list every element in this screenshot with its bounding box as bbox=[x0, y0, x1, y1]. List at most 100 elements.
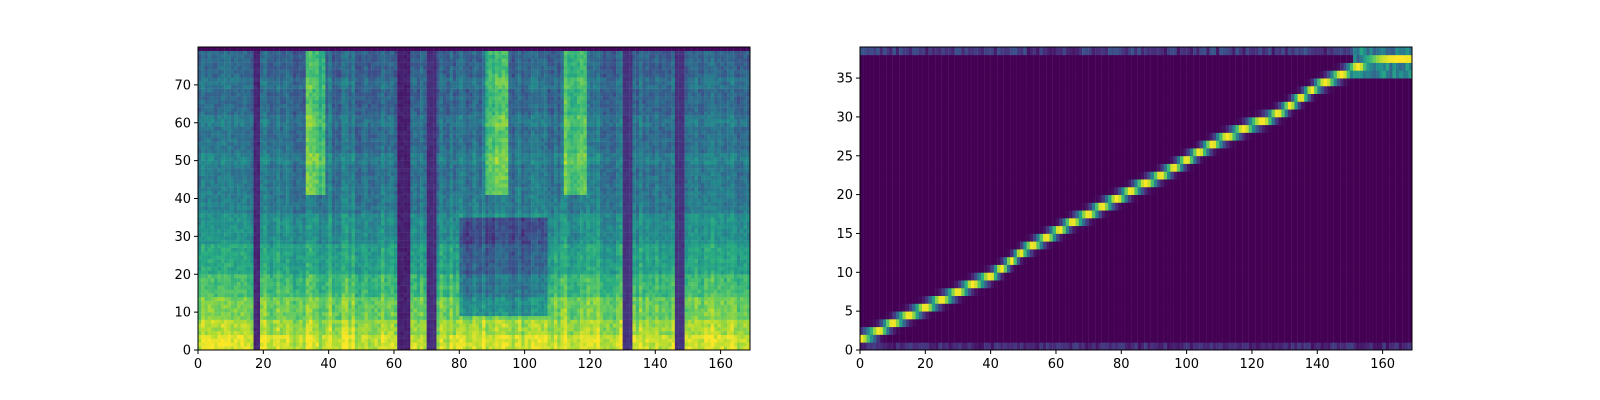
heatmap-cell bbox=[599, 240, 604, 245]
heatmap-cell bbox=[625, 289, 630, 294]
heatmap-cell bbox=[674, 312, 679, 317]
heatmap-cell bbox=[580, 274, 584, 279]
heatmap-cell bbox=[299, 251, 303, 256]
heatmap-cell bbox=[478, 293, 483, 298]
heatmap-cell bbox=[524, 255, 529, 260]
heatmap-cell bbox=[727, 296, 731, 301]
heatmap-cell bbox=[393, 312, 398, 317]
heatmap-cell bbox=[629, 331, 633, 336]
heatmap-cell bbox=[609, 342, 613, 347]
heatmap-cell bbox=[413, 270, 418, 275]
heatmap-cell bbox=[233, 259, 238, 264]
heatmap-cell bbox=[423, 251, 427, 256]
heatmap-cell bbox=[436, 270, 440, 275]
heatmap-cell bbox=[335, 327, 339, 332]
heatmap-cell bbox=[456, 346, 460, 350]
heatmap-cell bbox=[384, 236, 388, 241]
heatmap-cell bbox=[547, 319, 551, 324]
heatmap-cell bbox=[273, 285, 277, 290]
heatmap-cell bbox=[198, 240, 202, 245]
heatmap-cell bbox=[488, 334, 493, 339]
heatmap-cell bbox=[367, 247, 372, 252]
heatmap-cell bbox=[642, 243, 646, 248]
heatmap-cell bbox=[403, 278, 408, 283]
heatmap-cell bbox=[518, 270, 522, 275]
heatmap-cell bbox=[488, 342, 493, 347]
heatmap-cell bbox=[263, 342, 267, 347]
heatmap-cell bbox=[671, 315, 676, 320]
heatmap-cell bbox=[540, 308, 545, 313]
heatmap-cell bbox=[282, 296, 287, 301]
heatmap-cell bbox=[609, 300, 613, 305]
heatmap-cell bbox=[214, 319, 218, 324]
heatmap-cell bbox=[344, 281, 349, 286]
heatmap-cell bbox=[256, 255, 261, 260]
heatmap-cell bbox=[439, 289, 444, 294]
heatmap-cell bbox=[240, 323, 244, 328]
heatmap-cell bbox=[570, 319, 574, 324]
heatmap-cell bbox=[446, 342, 450, 347]
heatmap-cell bbox=[217, 266, 222, 271]
heatmap-cell bbox=[488, 346, 493, 350]
heatmap-cell bbox=[348, 327, 352, 332]
heatmap-cell bbox=[292, 293, 297, 298]
heatmap-cell bbox=[694, 278, 698, 283]
heatmap-cell bbox=[619, 334, 623, 339]
heatmap-cell bbox=[462, 327, 466, 332]
heatmap-cell bbox=[240, 274, 244, 279]
heatmap-cell bbox=[420, 331, 424, 336]
heatmap-cell bbox=[488, 308, 493, 313]
heatmap-cell bbox=[338, 296, 342, 301]
heatmap-cell bbox=[426, 285, 431, 290]
heatmap-cell bbox=[364, 304, 369, 309]
heatmap-cell bbox=[570, 327, 574, 332]
heatmap-cell bbox=[230, 319, 235, 324]
heatmap-cell bbox=[524, 315, 529, 320]
heatmap-cell bbox=[423, 296, 427, 301]
heatmap-cell bbox=[589, 293, 594, 298]
heatmap-cell bbox=[746, 247, 750, 252]
heatmap-cell bbox=[439, 346, 444, 350]
heatmap-cell bbox=[609, 323, 613, 328]
heatmap-cell bbox=[521, 334, 525, 339]
heatmap-cell bbox=[341, 281, 346, 286]
heatmap-cell bbox=[442, 255, 447, 260]
heatmap-cell bbox=[351, 289, 355, 294]
heatmap-cell bbox=[730, 266, 734, 271]
heatmap-cell bbox=[589, 334, 594, 339]
heatmap-cell bbox=[655, 281, 659, 286]
heatmap-cell bbox=[665, 247, 669, 252]
heatmap-cell bbox=[599, 262, 604, 267]
heatmap-cell bbox=[701, 300, 705, 305]
heatmap-cell bbox=[374, 300, 378, 305]
heatmap-cell bbox=[671, 327, 676, 332]
heatmap-cell bbox=[482, 323, 486, 328]
heatmap-cell bbox=[652, 323, 656, 328]
heatmap-cell bbox=[436, 262, 440, 267]
heatmap-cell bbox=[387, 289, 391, 294]
heatmap-cell bbox=[367, 255, 372, 260]
heatmap-cell bbox=[233, 289, 238, 294]
heatmap-cell bbox=[390, 274, 395, 279]
heatmap-cell bbox=[697, 296, 702, 301]
heatmap-cell bbox=[707, 312, 711, 317]
heatmap-cell bbox=[511, 255, 515, 260]
heatmap-cell bbox=[413, 315, 418, 320]
heatmap-cell bbox=[488, 262, 493, 267]
heatmap-cell bbox=[286, 304, 290, 309]
heatmap-cell bbox=[354, 334, 359, 339]
heatmap-cell bbox=[302, 243, 306, 248]
heatmap-cell bbox=[230, 334, 235, 339]
heatmap-cell bbox=[674, 296, 679, 301]
heatmap-cell bbox=[655, 293, 659, 298]
heatmap-cell bbox=[459, 259, 463, 264]
heatmap-cell bbox=[279, 319, 284, 324]
heatmap-cell bbox=[730, 331, 734, 336]
heatmap-cell bbox=[227, 251, 231, 256]
heatmap-cell bbox=[410, 266, 414, 271]
heatmap-cell bbox=[338, 251, 342, 256]
heatmap-cell bbox=[393, 304, 398, 309]
heatmap-cell bbox=[491, 308, 496, 313]
heatmap-cell bbox=[671, 240, 676, 245]
heatmap-cell bbox=[632, 243, 636, 248]
